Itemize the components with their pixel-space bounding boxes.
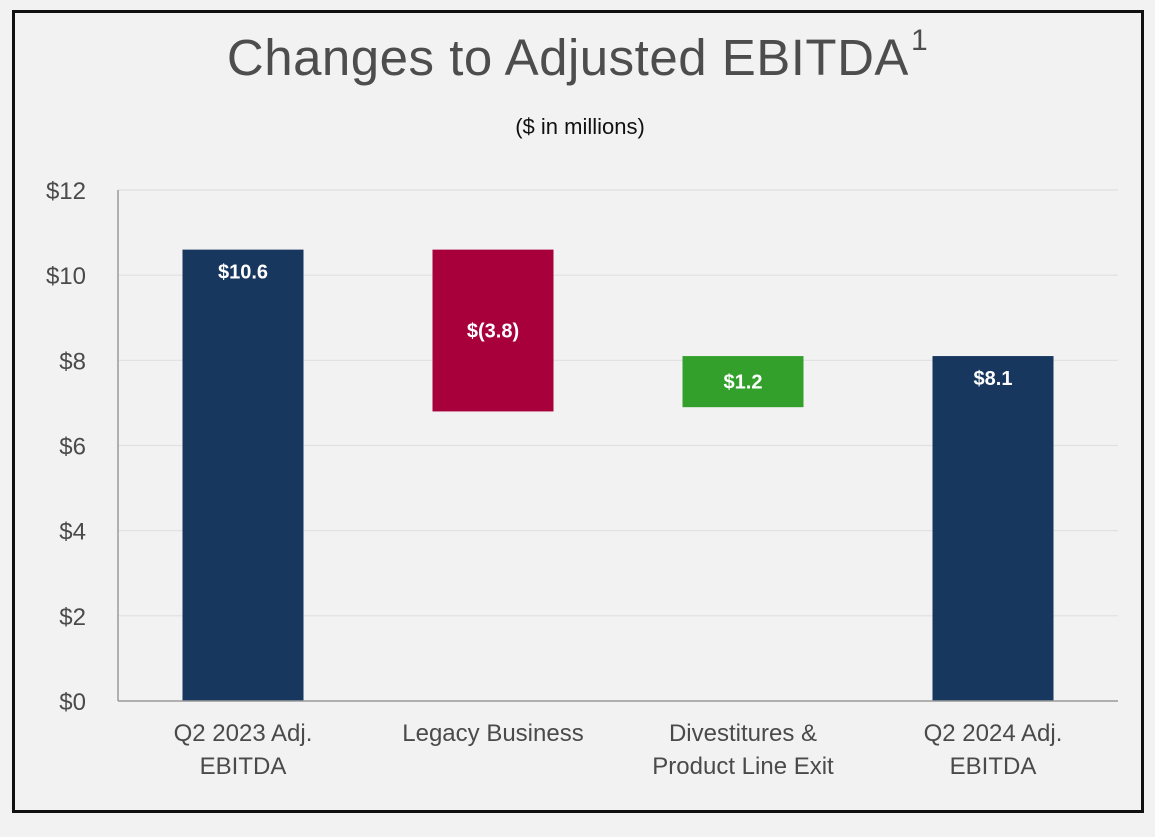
category-labels: Q2 2023 Adj. EBITDA Legacy Business Divesti… (174, 720, 1063, 780)
bars (182, 249, 1054, 701)
data-label: $10.6 (218, 262, 268, 284)
data-label: $(3.8) (467, 321, 519, 343)
x-category-label: EBITDA (950, 753, 1037, 780)
x-category-label: Legacy Business (402, 720, 583, 747)
data-labels: $10.6 $(3.8) $1.2 $8.1 (218, 262, 1013, 394)
bar-total (182, 249, 304, 701)
x-category-label: Q2 2023 Adj. (174, 720, 313, 747)
x-category-label: EBITDA (200, 753, 287, 780)
y-tick-label: $12 (46, 178, 86, 205)
data-label: $1.2 (724, 372, 763, 394)
x-category-label: Divestitures & (669, 720, 817, 747)
y-tick-label: $6 (59, 434, 86, 461)
x-category-label: Q2 2024 Adj. (924, 720, 1063, 747)
y-axis-ticks: $0 $2 $4 $6 $8 $10 $12 (46, 178, 86, 716)
chart-subtitle: ($ in millions) (515, 114, 645, 139)
bar-total (932, 356, 1054, 701)
data-label: $8.1 (974, 368, 1013, 390)
bar-increase (682, 356, 804, 408)
title-footnote-marker: 1 (910, 24, 929, 57)
x-category-label: Product Line Exit (652, 753, 834, 780)
y-tick-label: $0 (59, 689, 86, 716)
y-tick-label: $8 (59, 348, 86, 375)
y-tick-label: $4 (59, 519, 86, 546)
chart-title: Changes to Adjusted EBITDA1 (226, 24, 929, 86)
y-tick-label: $2 (59, 604, 86, 631)
bar-decrease (432, 249, 554, 412)
y-tick-label: $10 (46, 263, 86, 290)
